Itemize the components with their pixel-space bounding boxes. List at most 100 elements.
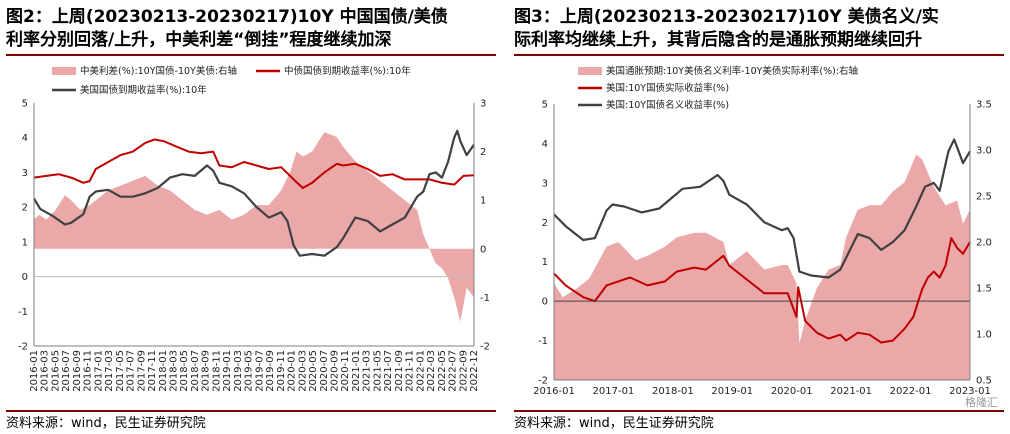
y-tick-right-label: 1 [480,196,486,207]
y-tick-left-label: 3 [542,178,548,189]
series-line-2 [33,129,475,257]
chart-panel-right: 图3：上周(20230213-20230217)10Y 美债名义/实 际利率均继… [514,0,1004,434]
y-tick-left-label: 0 [542,297,548,308]
y-tick-right-label: 1.0 [976,330,992,341]
x-tick-label: 2017-09 [136,350,147,392]
series-line-1 [553,237,971,344]
x-tick-label: 2022-05 [437,350,448,392]
x-tick-label: 2017-05 [115,350,126,392]
y-tick-left-label: -2 [18,342,28,353]
y-tick-left-label: -1 [538,336,548,347]
y-tick-left-label: -2 [538,376,548,387]
chart-title-line1: 图3：上周(20230213-20230217)10Y 美债名义/实 [514,7,939,27]
title-rule [6,54,496,56]
y-tick-left-label: 3 [22,168,28,179]
y-tick-right-label: 1.5 [976,284,992,295]
chart-panel-left: 图2：上周(20230213-20230217)10Y 中国国债/美债 利率分别… [6,0,496,434]
x-tick-label: 2018-03 [169,350,180,392]
x-tick-label: 2018-09 [201,350,212,392]
x-tick-label: 2020-05 [308,350,319,392]
legend-label: 美国国债到期收益率(%):10年 [80,84,207,96]
chart-right-svg: -2 -1 0 1 2 3 4 5 0.5 1.0 1.5 2.0 2.5 3.0 3.5 2016-01 20… [533,65,992,397]
x-tick-label: 2016-07 [61,350,72,392]
x-tick-label: 2020-03 [297,350,308,392]
y-tick-left-label: 4 [22,133,28,144]
x-tick-label: 2018-01 [652,386,694,397]
source-note: 资料来源：wind，民生证券研究院 [6,416,206,431]
x-tick-label: 2017-03 [104,350,115,392]
series-line-1 [33,138,475,189]
y-tick-left-label: 1 [22,237,28,248]
x-tick-label: 2019-05 [244,350,255,392]
legend-swatch-area [52,67,76,75]
y-tick-right-label: -2 [480,342,490,353]
legend-swatch-area [578,67,602,75]
y-tick-left-label: 1 [542,257,548,268]
x-tick-label: 2018-01 [158,350,169,392]
x-tick-label: 2019-01 [711,386,753,397]
x-tick-label: 2022-03 [426,350,437,392]
x-tick-label: 2020-07 [319,350,330,392]
x-tick-label: 2019-11 [276,350,287,392]
x-tick-label: 2021-03 [362,350,373,392]
x-tick-label: 2019-01 [222,350,233,392]
x-tick-label: 2023-01 [949,386,991,397]
x-tick-label: 2016-01 [29,350,40,392]
y-tick-left-label: 4 [542,139,548,150]
legend-label: 美国:10Y国债名义收益率(%) [606,99,729,111]
y-tick-right-label: 0.5 [976,376,992,387]
y-tick-right-label: 2 [480,147,486,158]
watermark-logo: 格隆汇 [965,396,998,409]
y-tick-right-label: -1 [480,293,490,304]
x-tick-label: 2016-01 [533,386,575,397]
x-tick-label: 2022-12 [469,350,480,392]
y-tick-left-label: 5 [542,100,548,111]
x-tick-label: 2021-01 [830,386,872,397]
legend-label: 中美利差(%):10Y国债-10Y美债:右轴 [80,65,237,77]
x-tick-label: 2022-01 [415,350,426,392]
x-tick-label: 2016-09 [72,350,83,392]
chart-title-line2: 利率分别回落/上升，中美利差“倒挂”程度继续加深 [6,30,392,50]
y-tick-right-label: 2.5 [976,192,992,203]
source-rule [514,410,1004,412]
y-tick-right-label: 3.0 [976,146,992,157]
chart-title-line2: 际利率均继续上升，其背后隐含的是通胀预期继续回升 [514,30,922,50]
x-tick-label: 2021-09 [394,350,405,392]
x-tick-label: 2017-11 [147,350,158,392]
y-tick-left-label: 0 [22,272,28,283]
x-tick-label: 2020-01 [771,386,813,397]
x-tick-label: 2022-09 [458,350,469,392]
x-tick-label: 2022-07 [448,350,459,392]
legend-label: 美国:10Y国债实际收益率(%) [606,82,729,94]
x-tick-label: 2021-11 [405,350,416,392]
x-tick-label: 2018-07 [190,350,201,392]
x-tick-label: 2020-11 [340,350,351,392]
title-rule [514,54,1004,56]
x-tick-label: 2017-01 [93,350,104,392]
source-rule [6,410,496,412]
series-line-2 [553,138,971,279]
x-tick-label: 2022-01 [890,386,932,397]
x-tick-label: 2017-07 [126,350,137,392]
x-tick-label: 2021-07 [383,350,394,392]
x-tick-label: 2016-05 [50,350,61,392]
x-tick-label: 2021-01 [351,350,362,392]
x-tick-label: 2020-01 [287,350,298,392]
legend-label: 中债国债到期收益率(%):10年 [284,65,411,77]
x-tick-label: 2017-01 [593,386,635,397]
chart-title-line1: 图2：上周(20230213-20230217)10Y 中国国债/美债 [6,7,448,27]
legend-label: 美国通胀预期:10Y美债名义利率-10Y美债实际利率(%):右轴 [606,65,858,77]
series-area-0 [34,132,474,322]
y-tick-left-label: 2 [22,203,28,214]
x-tick-label: 2019-09 [265,350,276,392]
x-tick-label: 2019-03 [233,350,244,392]
series-area-0 [554,154,970,380]
y-tick-left-label: 5 [22,99,28,110]
x-tick-label: 2016-11 [83,350,94,392]
x-tick-label: 2020-09 [329,350,340,392]
y-tick-right-label: 3.5 [976,100,992,111]
y-tick-right-label: 0 [480,244,486,255]
x-tick-label: 2018-11 [211,350,222,392]
x-tick-label: 2019-07 [254,350,265,392]
